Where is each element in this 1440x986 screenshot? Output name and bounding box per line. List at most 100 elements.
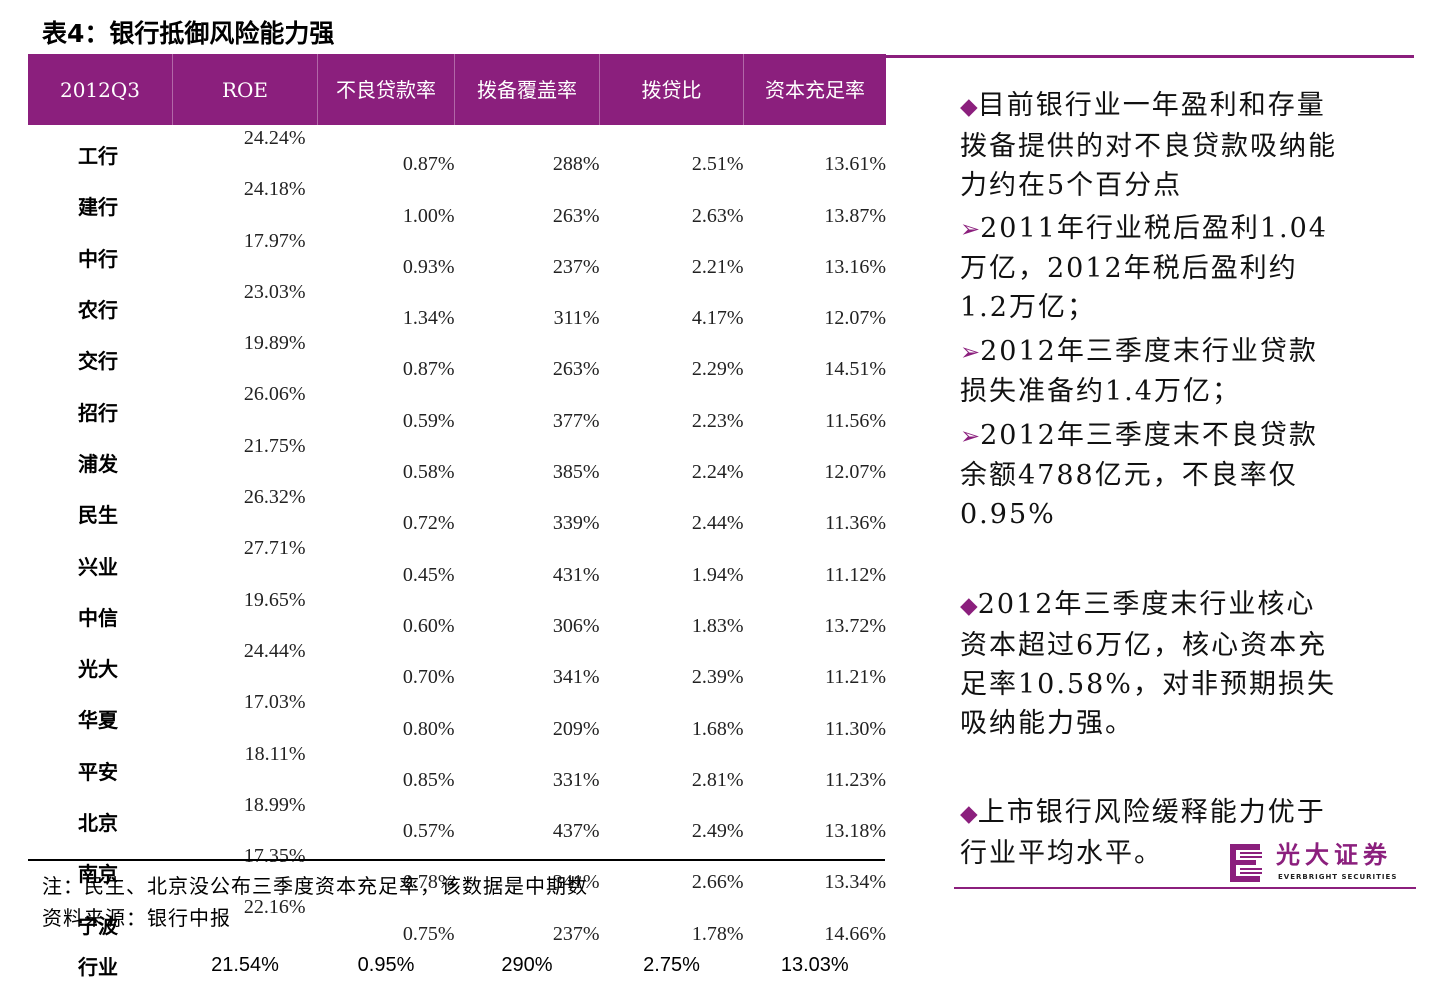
total-value-cell: 21.54% [211, 954, 279, 977]
value-cell: 13.72% [824, 614, 886, 637]
value-cell: 13.61% [824, 153, 886, 176]
table-source: 资料来源：银行中报 [42, 906, 231, 930]
value-cell: 0.78% [402, 871, 455, 894]
col-header-coverage: 拨备覆盖率 [454, 54, 600, 125]
diamond-bullet-icon: ◆ [960, 94, 978, 120]
bank-risk-table: 2012Q3 ROE 不良贷款率 拨备覆盖率 拨贷比 资本充足率 工行 24.24… [28, 54, 886, 986]
bank-name-cell: 建行 [78, 195, 118, 220]
value-cell: 288% [552, 153, 600, 176]
value-cell: 4.17% [691, 307, 744, 330]
value-cell: 14.51% [824, 358, 886, 381]
value-cell: 377% [552, 409, 600, 432]
value-cell: 0.70% [402, 666, 455, 689]
roe-cell: 19.89% [243, 332, 306, 355]
value-cell: 437% [552, 820, 600, 843]
value-cell: 2.44% [691, 512, 744, 535]
roe-cell: 18.99% [243, 793, 306, 816]
side-subpoint-3: ➢2012年三季度末不良贷款余额4788亿元，不良率仅0.95% [960, 420, 1318, 530]
logo-text-cn: 光大证券 [1276, 840, 1392, 869]
value-cell: 2.24% [691, 461, 744, 484]
logo-divider [954, 887, 1416, 889]
value-cell: 0.45% [402, 563, 455, 586]
table-row: 建行 24.18% 1.00% 263% 2.63% 13.87% [28, 176, 886, 227]
value-cell: 13.16% [824, 255, 886, 278]
roe-cell: 26.32% [243, 486, 306, 509]
value-cell: 11.21% [825, 666, 886, 689]
col-header-roe: ROE [172, 54, 318, 125]
table-bottom-rule [28, 859, 885, 861]
value-cell: 12.07% [824, 307, 886, 330]
table-row: 浦发 21.75% 0.58% 385% 2.24% 12.07% [28, 433, 886, 484]
roe-cell: 22.16% [243, 896, 306, 919]
bank-name-cell: 南京 [78, 862, 118, 887]
table-row: 农行 23.03% 1.34% 311% 4.17% 12.07% [28, 279, 886, 330]
value-cell: 263% [552, 358, 600, 381]
arrow-bullet-icon: ➢ [960, 215, 981, 243]
total-value-cell: 290% [501, 954, 553, 977]
table-row: 民生 26.32% 0.72% 339% 2.44% 11.36% [28, 484, 886, 535]
roe-cell: 26.06% [243, 383, 306, 406]
value-cell: 11.36% [825, 512, 886, 535]
value-cell: 2.21% [691, 255, 744, 278]
value-cell: 13.34% [824, 871, 886, 894]
value-cell: 13.18% [824, 820, 886, 843]
diamond-bullet-icon: ◆ [960, 593, 978, 619]
bank-name-cell: 农行 [78, 298, 118, 323]
value-cell: 11.12% [825, 563, 886, 586]
bank-name-cell: 光大 [78, 657, 118, 682]
bank-name-cell: 交行 [78, 349, 118, 374]
value-cell: 0.80% [402, 717, 455, 740]
side-point-3: ◆上市银行风险缓释能力优于行业平均水平。 [960, 797, 1326, 869]
bank-name-cell: 招行 [78, 400, 118, 425]
side-subpoint-1: ➢2011年行业税后盈利1.04万亿，2012年税后盈利约1.2万亿； [960, 213, 1328, 323]
bank-name-cell: 中行 [78, 246, 118, 271]
table-row: 平安 18.11% 0.85% 331% 2.81% 11.23% [28, 741, 886, 792]
value-cell: 0.58% [402, 461, 455, 484]
value-cell: 1.94% [691, 563, 744, 586]
bank-name-cell: 平安 [78, 759, 118, 784]
value-cell: 2.29% [691, 358, 744, 381]
value-cell: 341% [552, 871, 600, 894]
total-value-cell: 0.95% [357, 954, 415, 977]
value-cell: 311% [553, 307, 600, 330]
arrow-bullet-icon: ➢ [960, 422, 981, 450]
value-cell: 0.87% [402, 153, 455, 176]
table-row: 南京 17.35% 0.78% 341% 2.66% 13.34% [28, 843, 886, 894]
logo-text-en: EVERBRIGHT SECURITIES [1278, 873, 1398, 881]
table-row: 中信 19.65% 0.60% 306% 1.83% 13.72% [28, 587, 886, 638]
value-cell: 1.78% [691, 922, 744, 945]
value-cell: 0.93% [402, 255, 455, 278]
roe-cell: 24.24% [243, 127, 306, 149]
roe-cell: 24.18% [243, 178, 306, 201]
roe-cell: 23.03% [243, 280, 306, 303]
table-row: 光大 24.44% 0.70% 341% 2.39% 11.21% [28, 638, 886, 689]
roe-cell: 19.65% [243, 588, 306, 611]
value-cell: 263% [552, 204, 600, 227]
roe-cell: 27.71% [243, 537, 306, 560]
table-header-row: 2012Q3 ROE 不良贷款率 拨备覆盖率 拨贷比 资本充足率 [28, 54, 886, 125]
value-cell: 0.85% [402, 768, 455, 791]
table-row: 招行 26.06% 0.59% 377% 2.23% 11.56% [28, 381, 886, 432]
value-cell: 1.83% [691, 614, 744, 637]
value-cell: 431% [552, 563, 600, 586]
diamond-bullet-icon: ◆ [960, 801, 978, 827]
col-header-period: 2012Q3 [28, 54, 173, 125]
side-point-1: ◆目前银行业一年盈利和存量拨备提供的对不良贷款吸纳能力约在5个百分点 [960, 90, 1337, 201]
bank-name-cell: 兴业 [78, 554, 118, 579]
bank-name-cell: 浦发 [78, 451, 118, 476]
bank-name-cell: 民生 [78, 503, 118, 528]
value-cell: 2.49% [691, 820, 744, 843]
col-header-npl-ratio: 不良贷款率 [317, 54, 455, 125]
value-cell: 0.72% [402, 512, 455, 535]
value-cell: 2.63% [691, 204, 744, 227]
value-cell: 1.00% [402, 204, 455, 227]
col-header-loan-provision: 拨贷比 [599, 54, 744, 125]
bank-name-cell: 华夏 [78, 708, 118, 733]
value-cell: 11.23% [825, 768, 886, 791]
roe-cell: 17.35% [243, 845, 306, 868]
value-cell: 11.30% [825, 717, 886, 740]
table-row: 宁波 22.16% 0.75% 237% 1.78% 14.66% [28, 894, 886, 945]
bank-name-cell: 北京 [78, 811, 118, 835]
value-cell: 1.34% [402, 307, 455, 330]
table-row: 交行 19.89% 0.87% 263% 2.29% 14.51% [28, 330, 886, 381]
